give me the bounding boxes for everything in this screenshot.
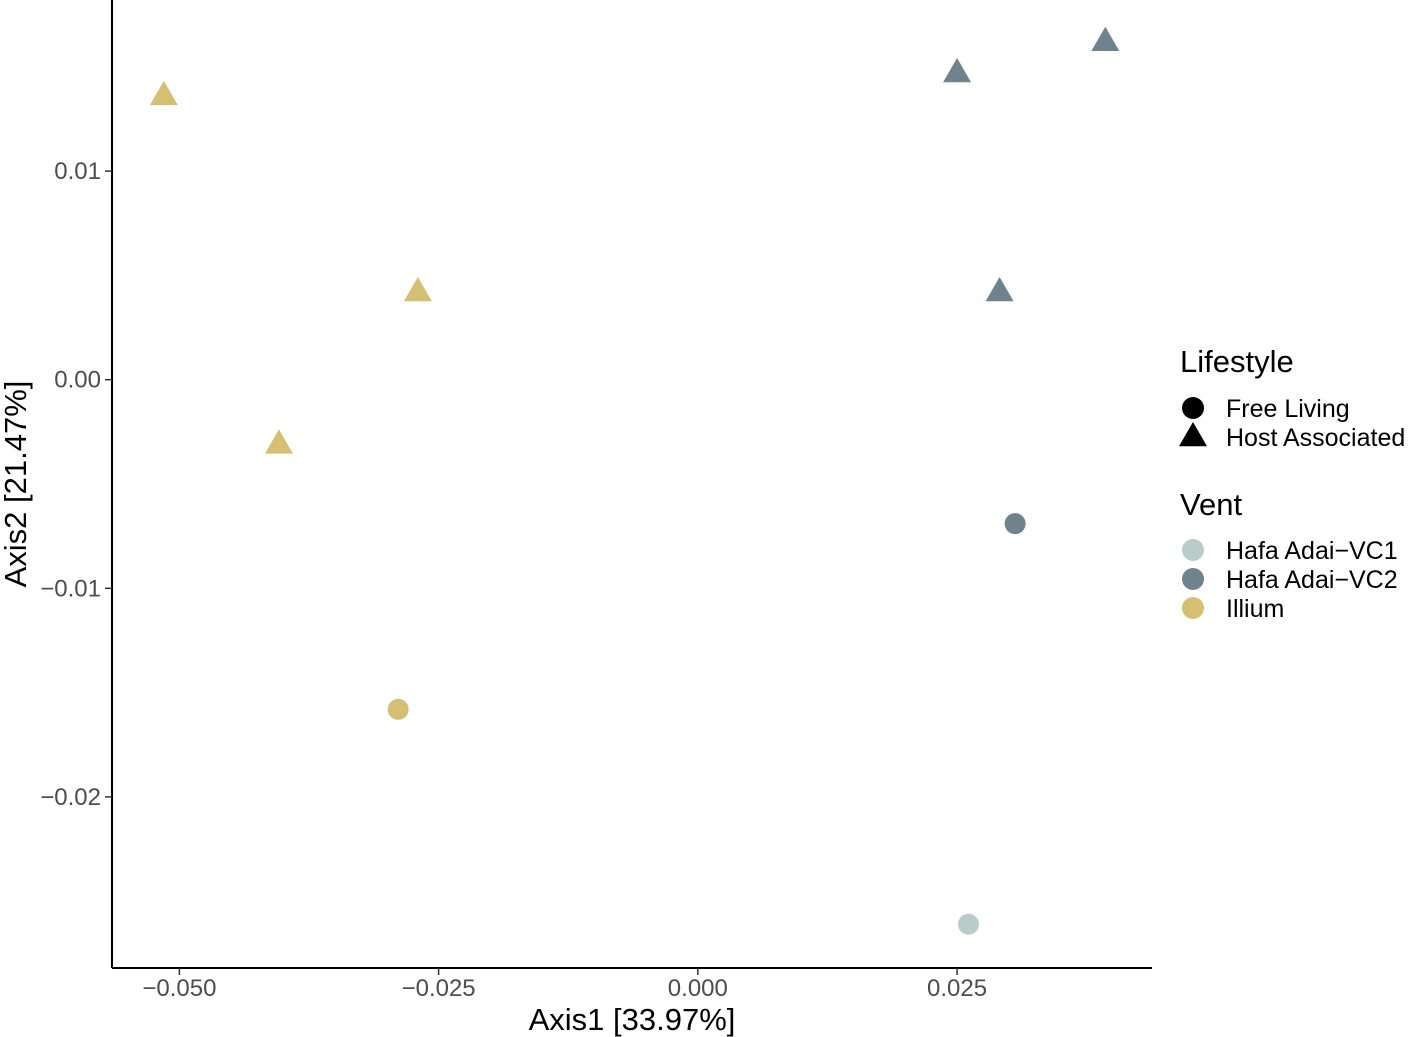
data-point-triangle (985, 277, 1014, 302)
x-ticks: −0.050 −0.025 0.000 0.025 (142, 968, 987, 1002)
data-point-triangle (149, 80, 178, 106)
data-point-triangle (264, 429, 293, 454)
data-point-circle (1004, 513, 1026, 535)
data-point-circle (387, 698, 409, 720)
data-point-triangle (1091, 26, 1120, 51)
legend-color-key (1182, 597, 1204, 619)
x-axis-title: Axis1 [33.97%] (529, 1002, 736, 1037)
y-axis-title: Axis2 [21.47%] (0, 381, 33, 588)
y-tick-label: 0.00 (54, 367, 101, 394)
legend-title-lifestyle: Lifestyle (1180, 344, 1294, 379)
legend-title-vent: Vent (1180, 487, 1242, 522)
y-ticks: −0.02 −0.01 0.00 0.01 (40, 158, 112, 811)
x-tick-label: 0.000 (668, 975, 728, 1002)
legend-label-vent: Hafa Adai−VC2 (1226, 566, 1398, 594)
y-tick-label: −0.01 (40, 575, 101, 602)
legend-label-lifestyle: Host Associated (1226, 424, 1405, 452)
legend-color-key (1182, 568, 1204, 590)
legend-label-lifestyle: Free Living (1226, 395, 1350, 423)
data-point-triangle (943, 57, 972, 83)
legend-triangle-key (1179, 421, 1207, 447)
y-tick-label: −0.02 (40, 784, 101, 811)
y-tick-label: 0.01 (54, 158, 101, 185)
legend-circle-key (1182, 397, 1204, 419)
x-tick-label: −0.025 (402, 975, 476, 1002)
data-point-triangle (403, 277, 432, 302)
points-layer (149, 26, 1120, 935)
legend-label-vent: Illium (1226, 595, 1284, 623)
x-tick-label: 0.025 (927, 975, 987, 1002)
data-point-circle (957, 913, 979, 935)
legend-color-key (1182, 539, 1204, 561)
x-tick-label: −0.050 (142, 975, 216, 1002)
legend-label-vent: Hafa Adai−VC1 (1226, 537, 1398, 565)
